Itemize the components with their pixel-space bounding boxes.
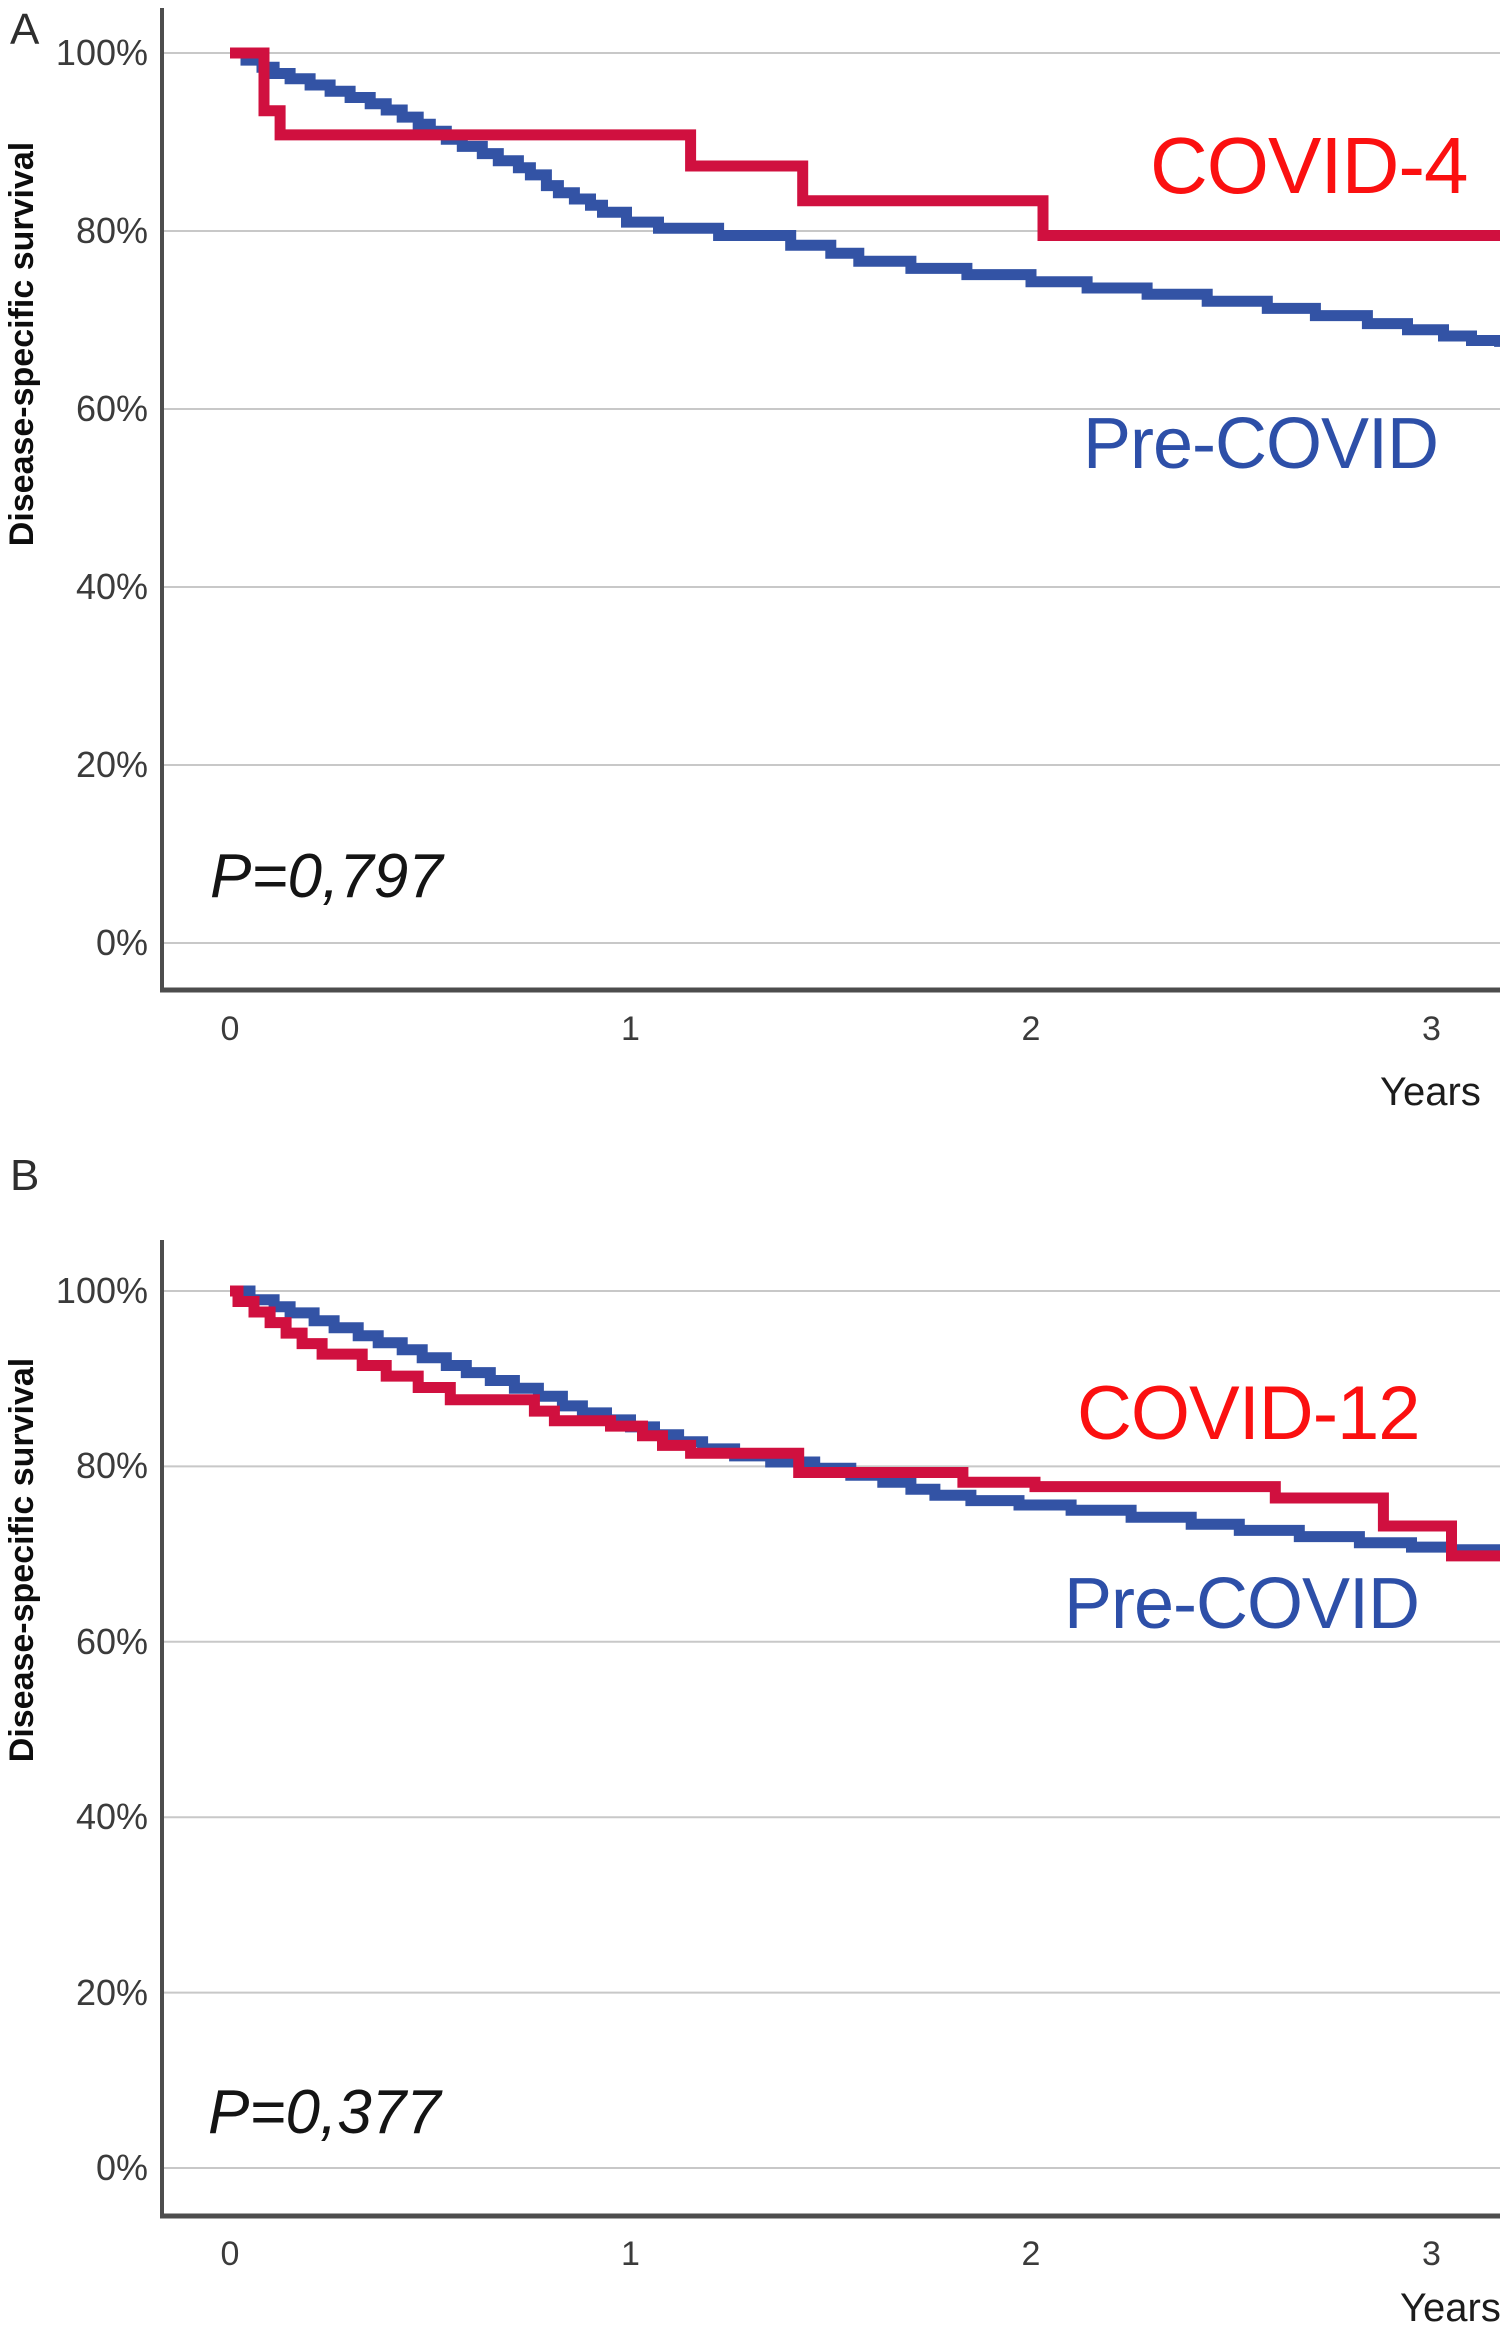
panel-a-letter: A xyxy=(10,5,40,54)
panel-a-x-axis-title: Years xyxy=(1380,1070,1481,1114)
panel-a-x-tick-label-0: 0 xyxy=(220,1010,240,1048)
panel-a-x-tick-label-1: 1 xyxy=(621,1010,640,1048)
panel-b-x-tick-label-3: 3 xyxy=(1422,2235,1441,2273)
panel-b-y-tick-label-80: 80% xyxy=(75,1445,148,1487)
panel-b-p-value: P=0,377 xyxy=(208,2078,441,2147)
panel-a-curve-covid-4 xyxy=(230,47,1500,241)
panel-b-y-axis-title: Disease-specific survival xyxy=(3,1357,41,1763)
panel-b-y-tick-label-20: 20% xyxy=(75,1971,148,2013)
panel-b-y-tick-label-40: 40% xyxy=(75,1796,148,1838)
panel-b-curve-covid-12 xyxy=(230,1285,1500,1562)
panel-b-x-tick-label-2: 2 xyxy=(1021,2235,1041,2273)
panel-b-letter: B xyxy=(10,1151,40,1200)
panel-a-y-tick-label-80: 80% xyxy=(75,210,148,251)
panel-b-x-axis-title: Years xyxy=(1400,2286,1500,2330)
panel-b-y-tick-label-100: 100% xyxy=(55,1270,148,1311)
panel-b-x-tick-label-0: 0 xyxy=(220,2235,240,2273)
panel-a-y-tick-label-0: 0% xyxy=(95,922,148,963)
panel-a-y-tick-label-100: 100% xyxy=(55,32,148,73)
panel-a-x-tick-label-2: 2 xyxy=(1021,1010,1041,1048)
panel-b-y-tick-label-60: 60% xyxy=(75,1620,148,1662)
panel-b-curve-pre-covid xyxy=(230,1285,1500,1557)
panel-a-precovid-series-label: Pre-COVID xyxy=(1083,404,1439,484)
panel-a-p-value: P=0,797 xyxy=(210,842,443,911)
panel-b-precovid-series-label: Pre-COVID xyxy=(1064,1564,1420,1644)
panel-a-covid4-series-label: COVID-4 xyxy=(1150,121,1468,210)
panel-a-y-axis-title: Disease-specific survival xyxy=(3,141,41,547)
panel-a-curve-pre-covid xyxy=(230,47,1500,347)
panel-b-x-tick-label-1: 1 xyxy=(621,2235,640,2273)
panel-a-y-tick-label-40: 40% xyxy=(75,566,148,607)
panel-a-y-tick-label-20: 20% xyxy=(75,744,148,785)
panel-b-y-tick-label-0: 0% xyxy=(95,2147,148,2188)
panel-a-x-tick-label-3: 3 xyxy=(1422,1010,1441,1048)
panel-a-y-tick-label-60: 60% xyxy=(75,388,148,429)
panel-b-covid12-series-label: COVID-12 xyxy=(1077,1371,1421,1456)
